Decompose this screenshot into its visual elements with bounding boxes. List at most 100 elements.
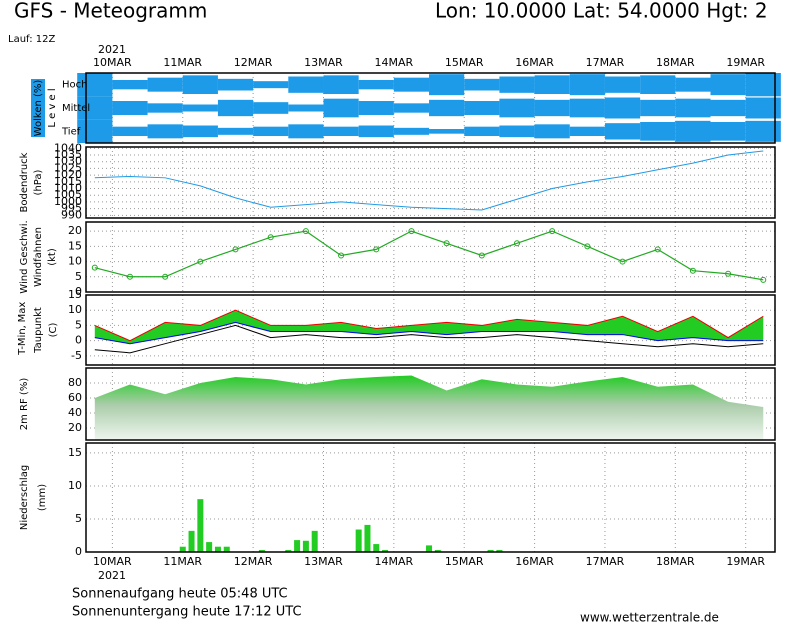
point (338, 252, 345, 259)
year-bottom: 2021 (98, 569, 126, 582)
y-tick-label: 0 (75, 334, 82, 347)
panel-frame (85, 294, 776, 366)
y-tick-label: 10 (68, 479, 82, 492)
cloud-cell (358, 101, 394, 115)
cloud-cell (323, 98, 359, 118)
cloud-cell (499, 76, 535, 93)
cloud-cell (534, 75, 570, 94)
cloud-cell (675, 77, 711, 92)
cloud-cell (217, 127, 254, 135)
site: www.wetterzentrale.de (580, 611, 719, 625)
bar (382, 550, 389, 552)
y-tick-label: 80 (68, 376, 82, 389)
x-tick-label: 13MAR (304, 555, 343, 568)
cloud-cell (604, 76, 641, 93)
location: Lon: 10.0000 Lat: 54.0000 Hgt: 2 (435, 0, 768, 23)
panel-label: Wind Geschwi. (19, 220, 30, 293)
y-tick-label: 0 (75, 545, 82, 558)
cloud-cell (253, 102, 289, 114)
cloud-cell (288, 104, 324, 112)
panel-label: Max (17, 302, 28, 323)
panel-label: Bodendruck (19, 152, 30, 212)
cloud-cell (112, 80, 148, 90)
line (94, 324, 764, 354)
bar (496, 550, 503, 552)
x-tick-label: 15MAR (445, 555, 484, 568)
y-tick-label: 15 (68, 288, 82, 301)
x-tick-label: 17MAR (586, 555, 625, 568)
cloud-cell (182, 75, 218, 94)
point (232, 246, 239, 253)
cloud-cell (147, 77, 183, 92)
line (94, 309, 764, 342)
panel-label: L e v e l (47, 88, 58, 127)
cloud-cell (640, 99, 676, 117)
bar (223, 546, 230, 552)
y-tick-label: 15 (68, 446, 82, 459)
y-tick-label: 1025 (54, 161, 82, 174)
panel-label: (kt) (47, 248, 58, 266)
panel-label: Wolken (%) (33, 80, 44, 137)
point (267, 234, 274, 241)
cloud-cell (288, 124, 324, 139)
bar (197, 499, 204, 552)
bar (355, 529, 362, 552)
sunset: Sonnenuntergang heute 17:12 UTC (72, 605, 302, 620)
point (513, 240, 520, 247)
cloud-cell (464, 78, 500, 91)
cloud-cell (534, 99, 570, 117)
y-tick-label: 5 (75, 270, 82, 283)
cloud-cell (675, 98, 711, 118)
point (162, 273, 169, 280)
point (373, 246, 380, 253)
y-tick-label: 10 (68, 303, 82, 316)
y-tick-label: 995 (61, 202, 82, 215)
level-label: Tief (61, 126, 81, 137)
point (126, 273, 133, 280)
cloud-cell (429, 99, 465, 117)
panel-frame (85, 146, 776, 219)
range-fill (94, 310, 764, 344)
line (94, 321, 764, 345)
y-tick-label: 10 (68, 255, 82, 268)
y-tick-label: 1030 (54, 155, 82, 168)
cloud-cell (358, 125, 394, 138)
x-tick-label: 13MAR (304, 56, 343, 69)
cloud-cell (429, 74, 465, 96)
cloud-cell (745, 97, 781, 119)
cloud-cell (288, 76, 324, 93)
bar (311, 530, 318, 552)
point (408, 228, 415, 235)
cloud-cell (77, 119, 113, 143)
cloud-cell (640, 75, 676, 94)
panel-label: 2m RF (%) (19, 378, 30, 431)
point (302, 228, 309, 235)
cloud-cell (604, 123, 641, 140)
level-label: Hoch (62, 80, 87, 91)
panel-frame (85, 367, 776, 441)
bar (373, 544, 380, 552)
y-tick-label: 40 (68, 406, 82, 419)
y-tick-label: 5 (75, 318, 82, 331)
y-tick-label: 1035 (54, 148, 82, 161)
y-tick-label: 0 (75, 285, 82, 298)
cloud-cell (253, 126, 289, 136)
y-tick-label: 60 (68, 391, 82, 404)
y-tick-label: 1040 (54, 141, 82, 154)
cloud-cell (534, 124, 570, 139)
cloud-cell (147, 103, 183, 113)
panel-label: (mm) (37, 484, 48, 511)
x-tick-label: 16MAR (515, 56, 554, 69)
cloud-cell (358, 80, 394, 90)
panel-frame (85, 442, 776, 553)
bar (188, 530, 195, 552)
y-tick-label: -5 (71, 349, 82, 362)
bar (179, 546, 186, 552)
cloud-cell (710, 74, 746, 96)
x-tick-label: 18MAR (656, 56, 695, 69)
x-tick-label: 15MAR (445, 56, 484, 69)
x-tick-label: 10MAR (93, 56, 132, 69)
x-tick-label: 16MAR (515, 555, 554, 568)
cloud-cell (675, 120, 711, 142)
